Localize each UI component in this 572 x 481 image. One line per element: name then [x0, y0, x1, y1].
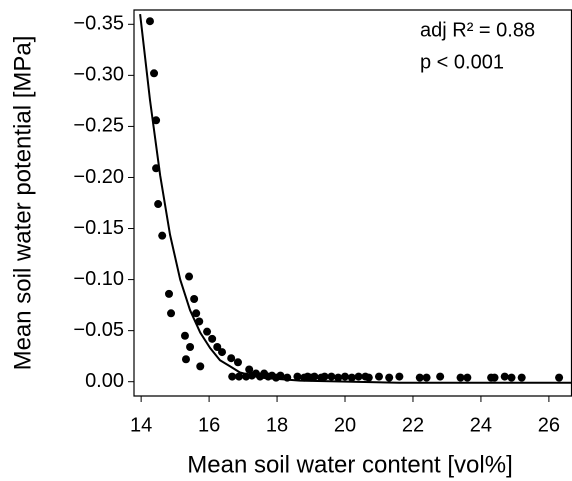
data-point — [245, 365, 254, 374]
data-point — [347, 373, 356, 382]
y-tick-label: −0.10 — [73, 268, 124, 290]
data-point — [196, 362, 205, 371]
data-point — [164, 289, 173, 298]
fit-curve — [139, 13, 571, 384]
data-point — [500, 372, 509, 381]
data-point — [195, 317, 204, 326]
data-point — [507, 373, 516, 382]
data-point — [334, 373, 343, 382]
y-tick-label: −0.25 — [73, 115, 124, 137]
data-point — [154, 200, 163, 209]
data-point — [555, 373, 564, 382]
data-point — [415, 373, 424, 382]
x-tick-label: 26 — [538, 414, 560, 436]
data-point — [150, 69, 159, 78]
y-tick-label: −0.35 — [73, 13, 124, 35]
data-point — [341, 372, 350, 381]
data-point — [218, 348, 227, 357]
data-point — [190, 294, 199, 303]
data-point — [422, 373, 431, 382]
data-point — [185, 272, 194, 281]
data-point — [203, 327, 212, 336]
data-point — [310, 372, 319, 381]
x-tick-label: 14 — [130, 414, 152, 436]
data-point — [320, 372, 329, 381]
data-point — [436, 372, 445, 381]
x-tick-label: 24 — [470, 414, 492, 436]
data-point — [234, 372, 243, 381]
y-tick-label: −0.20 — [73, 166, 124, 188]
x-tick-label: 16 — [198, 414, 220, 436]
data-point — [374, 372, 383, 381]
data-point — [293, 372, 302, 381]
data-point — [276, 371, 285, 380]
data-point — [145, 17, 154, 26]
data-point — [181, 355, 190, 364]
data-point — [233, 358, 242, 367]
x-tick-label: 18 — [266, 414, 288, 436]
data-point — [385, 373, 394, 382]
y-tick-label: −0.15 — [73, 217, 124, 239]
plot-frame — [133, 9, 572, 397]
data-point — [354, 372, 363, 381]
data-point — [158, 231, 167, 240]
data-point — [213, 342, 222, 351]
data-point — [227, 354, 236, 363]
data-point — [152, 116, 161, 125]
data-point — [364, 373, 373, 382]
data-point — [228, 372, 237, 381]
x-tick-label: 20 — [334, 414, 356, 436]
y-axis-title: Mean soil water potential [MPa] — [9, 36, 36, 371]
annotation: adj R² = 0.88 — [420, 19, 535, 41]
data-point — [186, 342, 195, 351]
data-point — [192, 309, 201, 318]
x-axis-title: Mean soil water content [vol%] — [187, 451, 513, 478]
y-tick-label: 0.00 — [85, 370, 124, 392]
data-point — [395, 372, 404, 381]
x-tick-label: 22 — [402, 414, 424, 436]
data-point — [327, 372, 336, 381]
annotation: p < 0.001 — [420, 51, 504, 73]
data-point — [490, 373, 499, 382]
data-point — [463, 373, 472, 382]
data-point — [517, 373, 526, 382]
data-point — [167, 309, 176, 318]
y-tick-label: −0.05 — [73, 319, 124, 341]
data-point — [180, 331, 189, 340]
data-point — [456, 373, 465, 382]
y-tick-label: −0.30 — [73, 64, 124, 86]
data-point — [208, 334, 217, 343]
